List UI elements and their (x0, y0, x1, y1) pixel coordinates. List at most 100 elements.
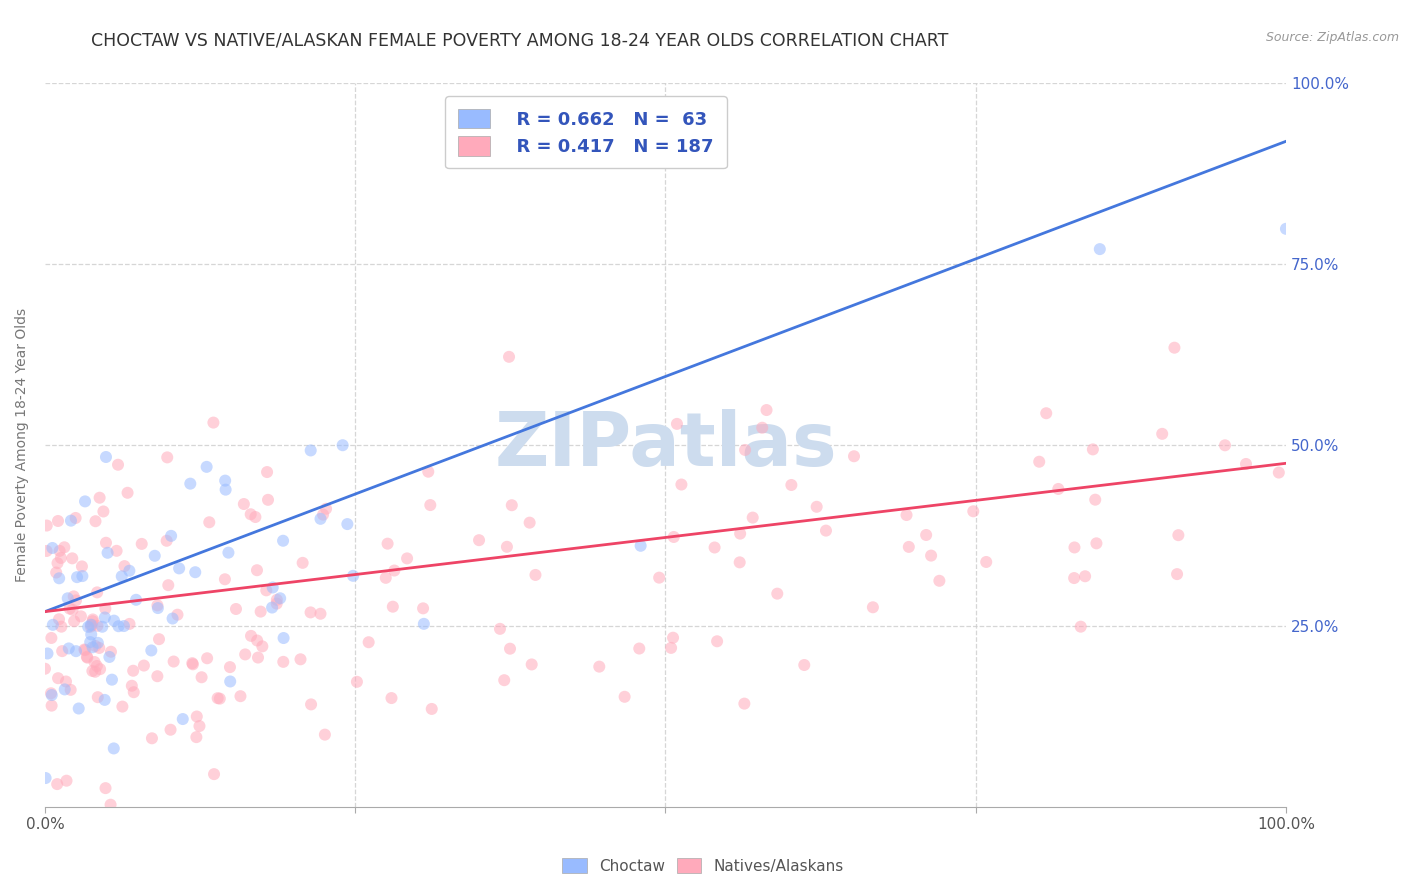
Point (51, 644, 73, 658)
Point (613, 690, 636, 704)
Point (468, 533, 491, 548)
Point (122, 664, 145, 678)
Point (66, 570, 89, 584)
Point (53, 682, 76, 697)
Point (63, 614, 86, 628)
Point (382, 564, 405, 578)
Point (100, 797, 122, 812)
Point (214, 572, 236, 586)
Point (214, 483, 236, 497)
Point (121, 679, 143, 693)
Point (309, 512, 332, 526)
Point (172, 712, 194, 726)
Point (299, 443, 322, 458)
Point (207, 691, 229, 706)
Point (143, 549, 166, 563)
Point (412, 601, 434, 615)
Point (146, 669, 169, 683)
Point (46, 671, 69, 685)
Point (186, 730, 208, 744)
Point (703, 541, 725, 555)
Point (225, 602, 247, 616)
Point (214, 474, 236, 488)
Point (648, 571, 671, 585)
Point (202, 767, 225, 781)
Point (103, 741, 125, 756)
Point (751, 421, 773, 435)
Point (271, 533, 294, 548)
Point (73, 642, 96, 657)
Point (46, 556, 69, 570)
Point (94, 601, 117, 615)
Point (51, 620, 73, 634)
Point (87, 636, 110, 650)
Point (107, 619, 129, 633)
Point (59, 601, 82, 615)
Point (489, 622, 512, 636)
Point (59, 682, 82, 697)
Point (146, 599, 169, 613)
Point (520, 657, 543, 672)
Point (167, 561, 190, 575)
Point (80, 617, 103, 632)
Point (97, 546, 120, 560)
Point (80, 627, 103, 641)
Point (232, 497, 254, 511)
Point (1070, 620, 1092, 634)
Point (1163, 341, 1185, 355)
Point (105, 544, 128, 558)
Point (62, 603, 84, 617)
Point (519, 516, 541, 530)
Point (111, 569, 134, 583)
Point (35, 518, 58, 533)
Point (842, 449, 865, 463)
Point (814, 524, 837, 538)
Point (65, 593, 87, 607)
Point (496, 540, 519, 554)
Point (58, 641, 80, 656)
Point (420, 702, 443, 716)
Point (920, 549, 942, 563)
Point (262, 600, 284, 615)
Point (160, 529, 183, 543)
Point (346, 674, 368, 689)
Point (396, 551, 419, 566)
Point (229, 689, 252, 703)
Point (247, 650, 270, 665)
Point (70, 559, 93, 574)
Point (252, 640, 274, 654)
Point (195, 651, 218, 665)
Point (1074, 569, 1097, 583)
Point (35, 544, 58, 558)
Point (76, 650, 98, 665)
Point (117, 485, 139, 500)
Point (733, 697, 755, 711)
Point (256, 465, 278, 479)
Point (46, 514, 69, 528)
Point (83, 655, 105, 669)
Point (299, 698, 322, 712)
Point (630, 539, 652, 553)
Point (217, 546, 239, 560)
Point (314, 728, 336, 742)
Point (179, 476, 201, 491)
Point (48, 571, 70, 585)
Point (37, 647, 59, 661)
Point (98, 650, 121, 665)
Point (1028, 455, 1050, 469)
Point (49, 551, 72, 566)
Point (198, 515, 221, 529)
Point (55, 674, 77, 689)
Point (412, 616, 434, 631)
Point (706, 634, 728, 648)
Point (1213, 438, 1236, 452)
Point (156, 533, 179, 548)
Point (94, 535, 117, 549)
Point (60, 551, 83, 566)
Point (82, 612, 104, 626)
Point (336, 517, 359, 532)
Point (87, 690, 110, 705)
Point (86, 619, 108, 633)
Point (181, 657, 204, 672)
Point (195, 459, 218, 474)
